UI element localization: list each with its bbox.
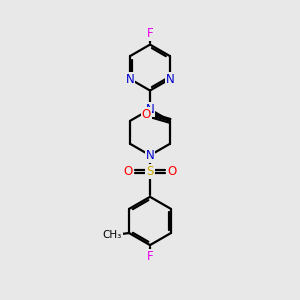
Text: CH₃: CH₃ [103,230,122,239]
Text: N: N [166,73,174,85]
Text: O: O [142,108,151,121]
Text: O: O [167,165,176,178]
Text: N: N [146,103,154,116]
Text: S: S [146,165,154,178]
Text: N: N [126,73,134,85]
Text: N: N [146,149,154,162]
Text: O: O [124,165,133,178]
Text: F: F [147,250,153,263]
Text: F: F [147,27,153,40]
